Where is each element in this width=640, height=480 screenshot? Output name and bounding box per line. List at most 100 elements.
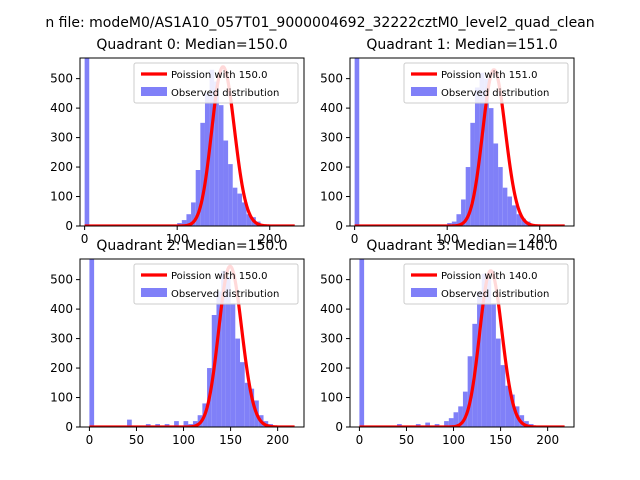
histogram-bar: [225, 276, 231, 427]
histogram-bar: [221, 270, 226, 427]
subplot-title: Quadrant 2: Median=150.0: [96, 238, 287, 254]
histogram-bar: [209, 69, 215, 226]
histogram-bar: [493, 143, 499, 226]
y-tick-label: 100: [50, 190, 73, 204]
y-tick-label: 200: [50, 160, 73, 174]
legend-box: [403, 62, 569, 104]
x-tick-label: 200: [266, 433, 289, 447]
legend-bar-swatch: [411, 288, 437, 297]
subplot-title: Quadrant 1: Median=151.0: [366, 37, 557, 53]
histogram-bar: [183, 421, 189, 427]
y-tick-label: 400: [50, 101, 73, 115]
histogram-bar: [502, 187, 508, 226]
legend-box: [133, 263, 299, 305]
y-tick-label: 500: [320, 273, 343, 287]
figure-suptitle: n file: modeM0/AS1A10_057T01_9000004692_…: [45, 15, 594, 31]
y-tick-label: 400: [50, 302, 73, 316]
poisson-curve: [353, 68, 566, 226]
histogram-bar: [444, 421, 449, 427]
histogram-bar: [448, 418, 454, 427]
histogram-bar: [510, 394, 515, 427]
y-tick-label: 100: [320, 391, 343, 405]
histogram-bar: [507, 196, 512, 226]
x-tick-label: 50: [399, 433, 414, 447]
histogram-bar: [223, 140, 229, 226]
axes-frame: [79, 57, 305, 227]
legend-label-histogram: Observed distribution: [171, 289, 279, 300]
legend-bar-swatch: [141, 87, 167, 96]
y-tick-label: 200: [320, 361, 343, 375]
histogram-bar: [462, 391, 468, 427]
histogram-bar: [470, 122, 475, 226]
y-tick-label: 500: [320, 72, 343, 86]
legend: Poission with 150.0 Observed distribution: [133, 263, 299, 305]
axes-frame: [349, 258, 575, 428]
histogram-bar: [505, 385, 510, 427]
axes-frame: [79, 258, 305, 428]
histogram-bar: [192, 421, 198, 427]
histogram-bar: [465, 167, 471, 226]
x-tick-label: 200: [536, 433, 559, 447]
histogram-bar: [181, 220, 187, 226]
subplot-quadrant-3: 0 50 100 150 200 0 100 200 300 400 500 Quadrant 3: …: [320, 238, 575, 447]
histogram-bar: [481, 273, 487, 427]
histogram-bar: [244, 382, 250, 427]
plot-area: [83, 58, 296, 226]
histogram-bar: [451, 221, 457, 226]
histogram-bar: [467, 356, 473, 427]
subplot-quadrant-2: 0 50 100 150 200 0 100 200 300 400 500 Quadrant 2: …: [50, 238, 305, 447]
histogram-bar: [216, 291, 222, 427]
histogram-bar: [89, 259, 95, 427]
legend-label-curve: Poission with 150.0: [171, 271, 267, 282]
legend: Poission with 151.0 Observed distribution: [403, 62, 569, 104]
x-tick-label: 100: [436, 232, 459, 246]
histogram-bar: [516, 214, 522, 226]
histogram-bar: [218, 105, 224, 226]
histogram-bar: [228, 164, 233, 226]
y-tick-label: 300: [320, 332, 343, 346]
histogram-bar: [195, 170, 201, 226]
legend-label-histogram: Observed distribution: [171, 88, 279, 99]
plot-area: [353, 58, 566, 226]
subplot-title: Quadrant 0: Median=150.0: [96, 37, 287, 53]
histogram-bar: [495, 338, 501, 427]
y-tick-label: 0: [65, 420, 73, 434]
histogram-bar: [477, 291, 482, 427]
histogram-bar: [425, 422, 430, 427]
legend: Poission with 140.0 Observed distribution: [403, 263, 569, 305]
histogram-bar: [191, 202, 196, 226]
poisson-curve: [83, 65, 296, 226]
histogram-bar: [84, 58, 90, 226]
y-tick-label: 500: [50, 72, 73, 86]
y-tick-label: 100: [50, 391, 73, 405]
histogram-bar: [174, 421, 179, 427]
y-tick-label: 0: [65, 219, 73, 233]
histogram-bar: [354, 58, 360, 226]
histogram-bar: [235, 338, 240, 427]
histogram-bar: [484, 78, 489, 226]
subplot-quadrant-1: 0 100 200 0 100 200 300 400 500 Quadrant 1: Media…: [320, 37, 575, 246]
x-tick-label: 200: [258, 232, 281, 246]
legend: Poission with 150.0 Observed distribution: [133, 62, 299, 104]
x-tick-label: 100: [442, 433, 465, 447]
histogram-bar: [488, 108, 494, 226]
histogram-bar: [246, 214, 252, 226]
axes-frame: [349, 57, 575, 227]
histogram-bar: [249, 388, 255, 427]
histogram-bar: [521, 218, 526, 226]
x-tick-label: 100: [172, 433, 195, 447]
legend-box: [403, 263, 569, 305]
legend-label-curve: Poission with 150.0: [171, 70, 267, 81]
histogram-bar: [230, 303, 236, 427]
histogram-bar: [241, 202, 247, 226]
legend-bar-swatch: [141, 288, 167, 297]
histogram-bar: [214, 81, 219, 226]
histogram-bar: [127, 419, 132, 427]
x-tick-label: 150: [219, 433, 242, 447]
histogram-bar: [461, 199, 466, 226]
x-tick-label: 0: [86, 433, 94, 447]
legend-box: [133, 62, 299, 104]
y-tick-label: 400: [320, 302, 343, 316]
histogram-bar: [486, 279, 492, 427]
